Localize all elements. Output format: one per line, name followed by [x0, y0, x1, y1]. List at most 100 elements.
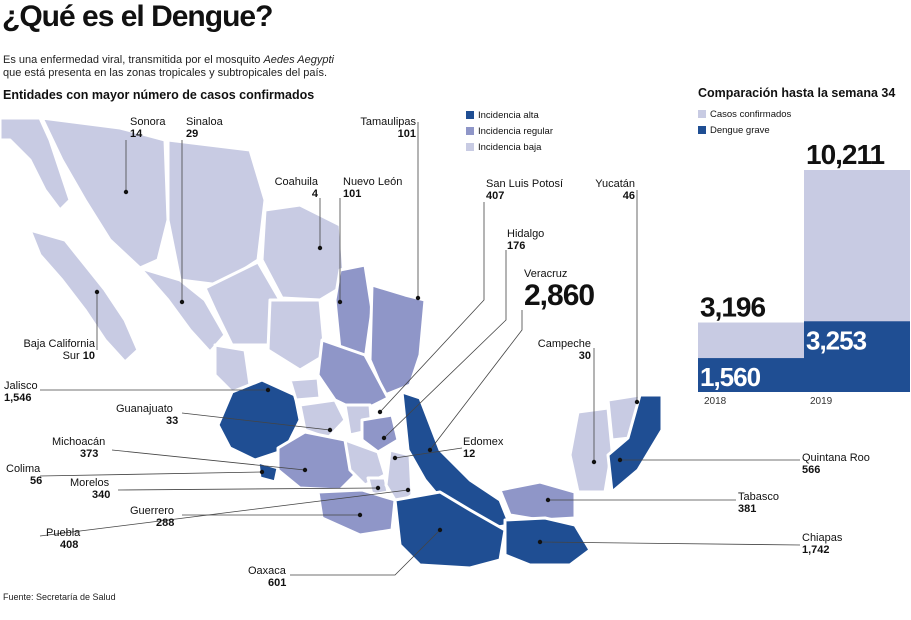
label-edomex: Edomex 12: [463, 436, 504, 460]
label-tabasco: Tabasco 381: [738, 491, 779, 515]
region-baja-california: [0, 116, 72, 212]
region-quintana-roo: [606, 393, 664, 494]
leader-dot: [327, 427, 333, 433]
leader-colima: [39, 471, 263, 477]
label-coahuila: Coahuila 4: [274, 176, 318, 200]
label-guerrero: Guerrero 288: [130, 505, 175, 529]
leader-veracruz: [429, 310, 523, 451]
intro-text: Es una enfermedad viral, transmitida por…: [3, 54, 334, 79]
region-zacatecas: [266, 298, 327, 372]
label-oaxaca: Oaxaca 601: [248, 565, 287, 589]
leader-dot: [405, 487, 411, 493]
source-note: Fuente: Secretaría de Salud: [3, 592, 116, 602]
leader-dot: [259, 469, 265, 475]
leader-michoacan: [111, 449, 306, 471]
leader-dot: [377, 409, 383, 415]
legend-swatch: [698, 126, 706, 134]
label-tamaulipas: Tamaulipas 101: [360, 116, 416, 140]
leader-dot: [317, 245, 323, 251]
legend-item-baja: Incidencia baja: [466, 139, 553, 155]
legend-item-alta: Incidencia alta: [466, 107, 553, 123]
legend-swatch: [466, 111, 474, 119]
label-sinaloa: Sinaloa 29: [186, 116, 223, 140]
leader-dot: [545, 497, 551, 503]
comparison-title: Comparación hasta la semana 34: [698, 86, 896, 100]
region-tabasco: [498, 480, 577, 522]
leader-dot: [179, 299, 185, 305]
category-label-2018: 2018: [704, 396, 727, 407]
label-veracruz: Veracruz 2,860: [524, 268, 595, 312]
region-aguascalientes: [288, 376, 322, 402]
leader-dot: [94, 289, 100, 295]
legend-item-confirmados: Casos confirmados: [698, 106, 791, 122]
label-casos-confirmados-2018: 3,196: [700, 292, 765, 323]
label-san-luis-potosi: San Luis Potosí 407: [486, 178, 564, 202]
region-oaxaca: [393, 490, 507, 570]
label-hidalgo: Hidalgo 176: [507, 228, 545, 252]
leader-dot: [302, 467, 308, 473]
map-title: Entidades con mayor número de casos conf…: [3, 88, 315, 102]
page-title: ¿Qué es el Dengue?: [2, 0, 273, 33]
legend-swatch: [466, 143, 474, 151]
map-legend: Incidencia alta Incidencia regular Incid…: [466, 107, 553, 155]
region-baja-california-sur: [28, 228, 140, 364]
leader-hidalgo: [383, 250, 507, 439]
region-michoacan: [276, 430, 362, 492]
leader-dot: [375, 485, 381, 491]
legend-swatch: [698, 110, 706, 118]
region-guerrero: [316, 488, 397, 537]
label-guanajuato: Guanajuato 33: [116, 403, 179, 427]
leader-puebla: [39, 489, 409, 537]
label-jalisco: Jalisco 1,546: [4, 380, 38, 404]
leader-dot: [537, 539, 543, 545]
bar-dengue-grave-2019: [804, 321, 910, 392]
label-puebla: Puebla 408: [46, 527, 81, 551]
leader-dot: [634, 399, 640, 405]
region-coahuila: [260, 203, 347, 302]
leader-dot: [437, 527, 443, 533]
label-michoacan: Michoacán 373: [52, 436, 106, 460]
legend-item-grave: Dengue grave: [698, 122, 791, 138]
label-dengue-grave-2019: 3,253: [806, 325, 867, 355]
comparison-legend: Casos confirmados Dengue grave: [698, 106, 791, 138]
label-baja-california-sur: Baja California Sur 10: [23, 338, 95, 362]
region-hidalgo: [360, 413, 400, 454]
region-sinaloa: [138, 266, 227, 354]
leader-dot: [392, 455, 398, 461]
label-colima: Colima 56: [6, 463, 43, 487]
region-guanajuato: [298, 398, 347, 440]
leader-edomex: [394, 447, 463, 459]
leader-chiapas: [539, 541, 801, 546]
leader-dot: [337, 299, 343, 305]
label-casos-confirmados-2019: 10,211: [806, 139, 885, 170]
label-sonora: Sonora 14: [130, 116, 166, 140]
leader-dot: [415, 295, 421, 301]
region-tamaulipas: [368, 283, 427, 397]
leader-dot: [617, 457, 623, 463]
region-chiapas: [503, 516, 592, 567]
label-dengue-grave-2018: 1,560: [700, 362, 761, 392]
region-sonora: [40, 116, 170, 270]
label-quintana-roo: Quintana Roo 566: [802, 452, 870, 476]
category-label-2019: 2019: [810, 396, 833, 407]
legend-swatch: [466, 127, 474, 135]
leader-dot: [357, 512, 363, 518]
legend-item-regular: Incidencia regular: [466, 123, 553, 139]
bar-dengue-grave-2018: [698, 358, 804, 392]
leader-guanajuato: [181, 412, 331, 431]
leader-dot: [427, 447, 433, 453]
leader-dot: [381, 435, 387, 441]
label-chiapas: Chiapas 1,742: [802, 532, 843, 556]
leader-dot: [591, 459, 597, 465]
label-morelos: Morelos 340: [70, 477, 111, 501]
leader-morelos: [117, 487, 379, 491]
leader-dot: [265, 387, 271, 393]
label-nuevo-leon: Nuevo León 101: [343, 176, 403, 200]
leader-oaxaca: [290, 529, 441, 576]
label-campeche: Campeche 30: [537, 338, 591, 362]
leader-slp: [379, 202, 485, 413]
label-yucatan: Yucatán 46: [595, 178, 635, 202]
leader-dot: [123, 189, 129, 195]
